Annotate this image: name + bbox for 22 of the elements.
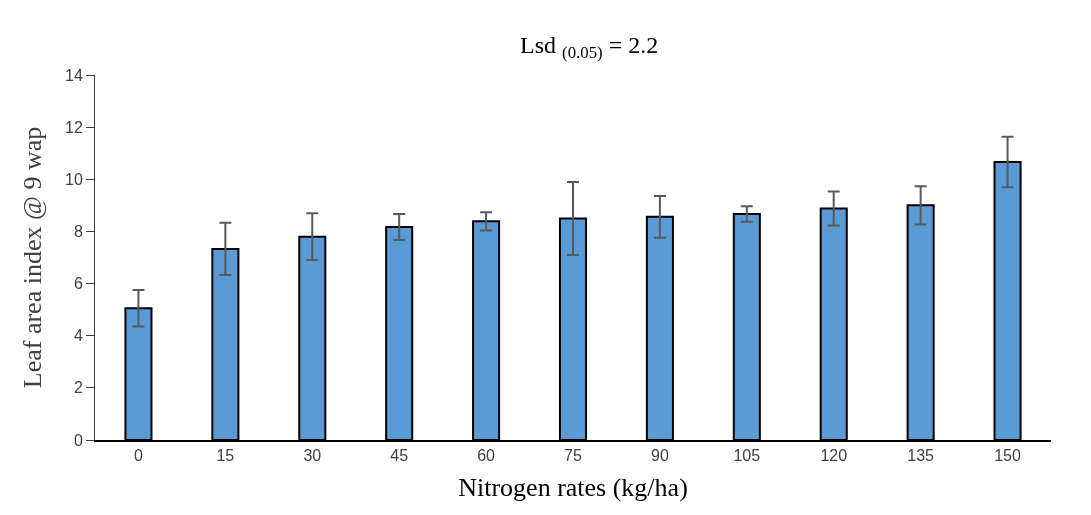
y-tick-label: 8 bbox=[73, 223, 83, 241]
chart-title: Lsd $_{(0.05)}$ = 2.2 bbox=[520, 31, 659, 62]
x-tick-label: 75 bbox=[564, 447, 582, 465]
y-tick-label: 0 bbox=[73, 431, 83, 449]
y-tick-label: 10 bbox=[65, 170, 83, 188]
y-tick-label: 12 bbox=[65, 118, 83, 136]
x-tick-label: 120 bbox=[820, 447, 848, 465]
x-tick-label: 150 bbox=[994, 447, 1021, 465]
y-axis-title: Leaf area index @ 9 wap bbox=[18, 126, 48, 389]
x-axis-title: Nitrogen rates (kg/ha) bbox=[458, 473, 688, 503]
x-tick-label: 135 bbox=[907, 447, 935, 465]
y-tick-label: 14 bbox=[65, 66, 83, 84]
x-tick-label: 45 bbox=[390, 447, 409, 465]
x-tick-label: 15 bbox=[216, 447, 235, 465]
y-tick-label: 4 bbox=[73, 327, 83, 345]
x-tick-label: 90 bbox=[651, 447, 669, 465]
y-tick-label: 2 bbox=[73, 379, 83, 397]
x-tick-label: 105 bbox=[733, 447, 761, 465]
y-tick-label: 6 bbox=[73, 275, 83, 293]
x-tick-label: 0 bbox=[134, 447, 143, 465]
x-tick-label: 60 bbox=[477, 447, 496, 465]
x-tick-label: 30 bbox=[303, 447, 322, 465]
